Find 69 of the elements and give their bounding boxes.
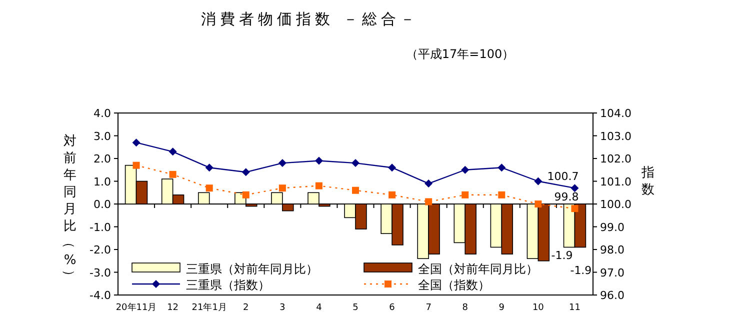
point (132, 138, 140, 147)
x-tick-label: 5 (352, 303, 358, 313)
y2-tick-label: 97.0 (600, 266, 624, 280)
x-tick-label: 11 (569, 303, 580, 313)
y-tick-label: 3.0 (94, 130, 111, 143)
y2-tick-label: 98.0 (600, 244, 624, 256)
point (388, 191, 396, 198)
data-label: 99.8 (554, 190, 579, 204)
point (168, 148, 177, 156)
point (425, 198, 432, 206)
point (278, 159, 286, 168)
x-tick-label: 7 (426, 303, 432, 313)
point (461, 166, 470, 174)
y2-tick-label: 102.0 (600, 152, 632, 166)
point (388, 164, 396, 172)
y2-tick-label: 103.0 (600, 130, 632, 143)
y2-tick-label: 100.0 (600, 198, 632, 211)
point (498, 191, 506, 198)
y-tick-label: 1.0 (94, 175, 111, 188)
point (206, 184, 213, 192)
legend-label: 全国（指数） (418, 278, 490, 292)
point (169, 170, 176, 178)
chart-title: 消費者物価指数 －総合－ (201, 10, 419, 28)
y-tick-label: 2.0 (94, 152, 111, 166)
y2-axis-title: 指数 (640, 166, 654, 198)
point (242, 168, 250, 176)
y2-tick-label: 99.0 (600, 220, 624, 234)
point (314, 156, 323, 165)
x-tick-label: 4 (316, 303, 322, 313)
x-tick-label: 10 (532, 303, 544, 313)
y2-tick-label: 96.0 (600, 289, 624, 302)
x-tick-label: 12 (167, 303, 179, 313)
y-tick-label: 0.0 (94, 198, 111, 211)
y2-tick-label: 101.0 (600, 175, 632, 188)
y-tick-label: -1.0 (90, 220, 111, 234)
point (352, 159, 360, 168)
point (205, 164, 214, 172)
x-tick-label: 3 (280, 303, 286, 313)
point (462, 191, 469, 198)
y-tick-label: -2.0 (90, 244, 111, 256)
point (242, 191, 250, 198)
point (534, 200, 542, 208)
legend-label: 全国（対前年同月比） (418, 262, 538, 276)
x-tick-label: 20年11月 (116, 302, 157, 313)
x-tick-label: 2 (243, 303, 249, 313)
point (315, 182, 322, 190)
point (132, 162, 140, 169)
point (424, 180, 433, 188)
y-tick-label: -3.0 (90, 266, 111, 280)
x-tick-label: 6 (389, 303, 396, 313)
data-label: 100.7 (547, 170, 579, 184)
chart-subtitle: （平成17年=100） (406, 47, 514, 61)
point (534, 177, 542, 186)
y-tick-label: 4.0 (94, 107, 111, 120)
legend-label: 三重県（対前年同月比） (186, 262, 318, 276)
point (352, 186, 359, 194)
text: 対前年同月比（%） (61, 134, 76, 282)
point (570, 184, 579, 192)
point (571, 205, 578, 212)
point (278, 184, 286, 192)
data-label: -1.9 (551, 249, 573, 262)
x-tick-label: 9 (498, 303, 505, 313)
data-label: -1.9 (570, 264, 592, 278)
point (498, 164, 506, 172)
x-tick-label: 21年1月 (192, 302, 227, 313)
y2-tick-label: 104.0 (600, 107, 632, 120)
x-tick-label: 8 (462, 303, 468, 313)
y-tick-label: -4.0 (90, 289, 111, 302)
legend-label: 三重県（指数） (186, 278, 270, 292)
